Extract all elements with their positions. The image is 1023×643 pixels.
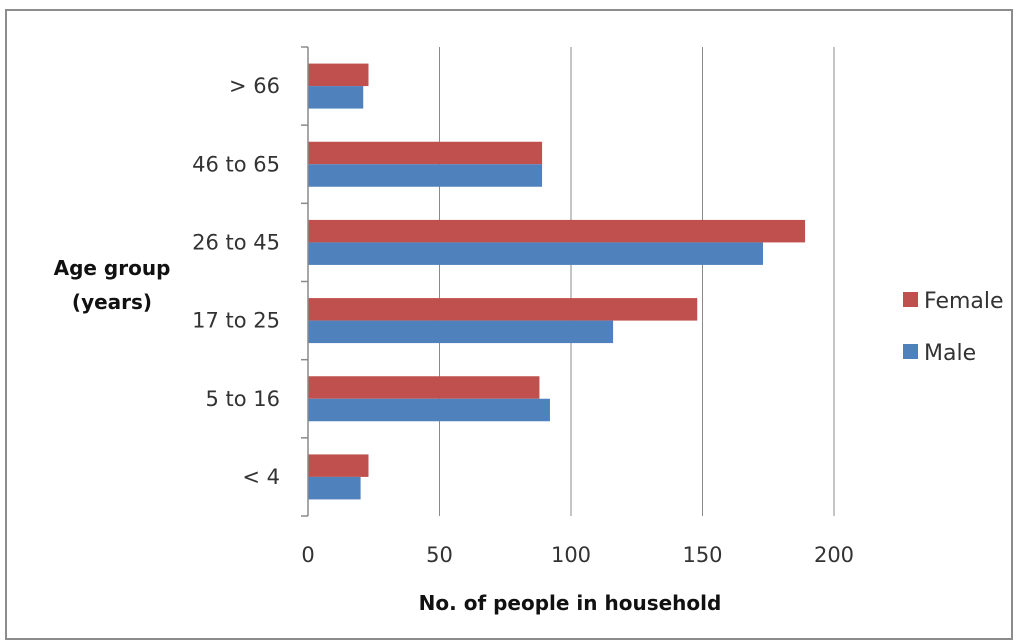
legend-label-female: Female (924, 289, 1004, 314)
bar-female (308, 454, 369, 477)
bar-male (308, 242, 763, 265)
x-axis-title: No. of people in household (419, 591, 722, 615)
y-category-label: 46 to 65 (192, 152, 280, 176)
axes (301, 46, 309, 517)
x-tick-label: 0 (301, 543, 314, 567)
y-category-label: 26 to 45 (192, 230, 280, 254)
legend-label-male: Male (924, 341, 976, 366)
y-category-label: 17 to 25 (192, 309, 280, 333)
y-axis-title-line2: (years) (72, 290, 152, 314)
y-category-label: > 66 (229, 74, 280, 98)
bar-male (308, 320, 614, 344)
bar-female (308, 219, 806, 243)
bar-male (308, 86, 364, 109)
x-tick-label: 150 (682, 543, 722, 567)
x-tick-label: 50 (426, 543, 453, 567)
legend-swatch-male (903, 344, 918, 359)
bar-male (308, 476, 361, 500)
gridlines (439, 47, 835, 516)
x-tick-label: 200 (814, 543, 854, 567)
y-axis-title-line1: Age group (54, 256, 171, 280)
bar-female (308, 376, 540, 399)
y-category-label: < 4 (242, 465, 280, 489)
bar-male (308, 398, 550, 422)
legend-swatch-female (903, 292, 918, 307)
bar-female (308, 63, 369, 87)
x-tick-label: 100 (551, 543, 591, 567)
bar-female (308, 141, 543, 165)
tick-labels: 0 50 100 150 200 < 4 5 to 16 17 to 25 26 to 45 46… (192, 74, 854, 567)
bar-male (308, 164, 543, 187)
legend: Female Male (903, 289, 1004, 366)
bars (308, 63, 806, 500)
bar-female (308, 298, 698, 321)
y-category-label: 5 to 16 (205, 387, 280, 411)
